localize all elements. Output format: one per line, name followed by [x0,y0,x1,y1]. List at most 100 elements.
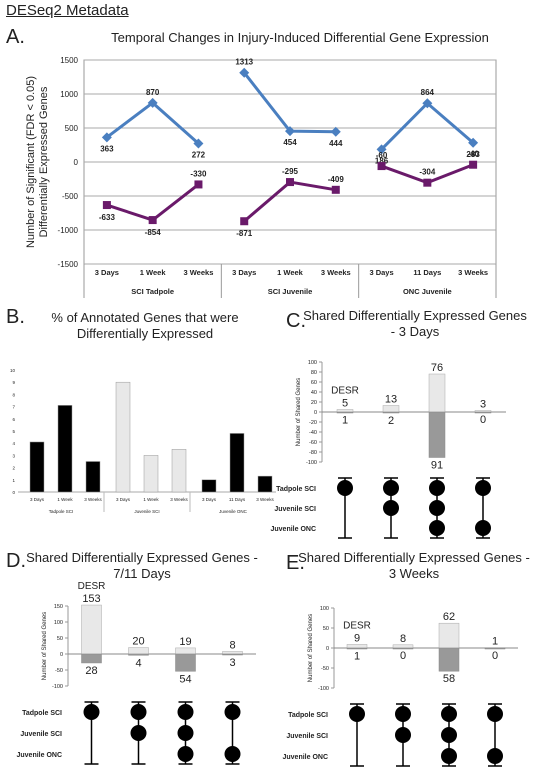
panel-d-title: Shared Differentially Expressed Genes - … [26,550,258,581]
panel-c-ytick-label: -40 [309,430,317,436]
panel-a-xtick-label: 1 Week [140,268,167,277]
panel-b-bar [57,405,73,493]
panel-a-y-axis-label: Number of Significant (FDR < 0.05) [25,76,37,248]
panel-d-bar-down [128,653,149,656]
panel-a-data-label: -854 [145,228,162,237]
panel-a-point [469,160,478,169]
panel-b-bar [29,441,45,493]
panel-a-data-label: 444 [329,139,343,148]
panel-c-down-label: 1 [342,415,348,427]
page-title: DESeq2 Metadata [6,2,129,19]
panel-c-member-dot [383,480,399,496]
panel-b-bar [257,475,273,493]
panel-e-y-axis-label: Number of Shared Genes [308,614,314,682]
panel-d-down-label: 4 [135,657,141,669]
panel-b-bar [115,381,131,493]
panel-e-member-dot [349,706,365,722]
panel-b-ytick-label: 8 [12,392,15,397]
panel-d-up-label: 8 [229,639,235,651]
panel-a-xtick-label: 3 Days [232,268,256,277]
panel-b-bar [85,461,101,493]
panel-d-ytick-label: -50 [55,668,63,674]
panel-b-ytick-label: 4 [12,441,15,446]
panel-e-bar-down [392,647,414,650]
panel-c-up-label: 3 [480,399,486,411]
panel-b-xtick-label: 1 Week [143,497,159,502]
panel-a-y-axis-label: Differentially Expressed Genes [38,86,50,237]
panel-a-data-label: 363 [100,144,114,153]
panel-c-y-axis-label: Number of Shared Genes [296,378,302,446]
panel-e-desr-label: DESR [343,620,371,631]
panel-e-up-label: 62 [443,611,455,623]
panel-e-member-dot [441,727,457,743]
panel-c-bar-up [336,409,354,413]
panel-e-bar-down [346,647,368,650]
panel-e-member-dot [441,706,457,722]
panel-a-point [194,180,203,189]
panel-b-group-label: Juvenile ONC [219,509,248,514]
panel-b-xtick-label: 3 Weeks [170,497,188,502]
panel-d-set-label: Juvenile SCI [20,731,62,738]
panel-a-data-label: -60 [376,151,388,160]
panel-a-ytick-label: -1500 [58,260,79,269]
panel-a-letter: A. [6,26,25,48]
panel-a-point [101,132,112,143]
panel-a-xtick-label: 11 Days [413,268,441,277]
panel-c-ytick-label: 80 [311,370,317,376]
panel-c-letter: C. [286,310,306,332]
panel-a-ytick-label: -1000 [58,226,79,235]
panel-c-bar-down [382,411,400,414]
panel-e-ytick-label: 50 [323,626,329,632]
panel-a-data-label: -330 [190,169,207,178]
panel-c-ytick-label: 40 [311,390,317,396]
panel-a-ytick-label: 500 [65,124,79,133]
panel-a-point [102,201,111,210]
panel-a-group-label: SCI Juvenile [268,287,313,296]
panel-d-member-dot [130,725,147,741]
panel-a-data-label: -304 [419,168,436,177]
panel-a-point [285,126,295,137]
panel-a-data-label: -295 [282,167,299,176]
panel-c-ytick-label: -20 [309,420,317,426]
panel-d-member-dot [224,746,241,762]
panel-c-title: Shared Differentially Expressed Genes - … [303,308,527,339]
panel-e-bar-down [438,647,460,672]
panel-c-bar-down [428,411,446,458]
panel-a-point [239,67,250,78]
panel-d-desr-label: DESR [78,581,106,592]
panel-d-y-axis-label: Number of Shared Genes [42,612,48,680]
panel-b-ytick-label: 6 [12,417,15,422]
panel-c-member-dot [429,500,445,516]
panel-e-bar-up [438,622,460,649]
panel-b-xtick-label: 1 Week [57,497,73,502]
panel-e-set-label: Juvenile SCI [286,733,328,740]
panel-e-up-label: 9 [354,632,360,644]
panel-d-ytick-label: 100 [54,620,63,626]
panel-b-bar [171,449,187,493]
panel-c-set-label: Tadpole SCI [276,486,316,493]
panel-d-ytick-label: 150 [54,604,63,610]
panel-a-xtick-label: 1 Week [277,268,304,277]
panel-c-up-label: 13 [385,394,397,406]
panel-d-ytick-label: -100 [52,684,63,690]
panel-d-set-label: Juvenile ONC [16,752,62,759]
panel-b-group-label: Juvenile SCI [134,509,159,514]
panel-e-bar-down [484,647,506,650]
panel-b-ytick-label: 10 [10,368,16,373]
panel-c-member-dot [337,480,353,496]
panel-a-point [376,144,387,155]
panel-b-ytick-label: 9 [12,380,15,385]
panel-c-bar-down [474,411,492,414]
panel-a-point [468,137,479,148]
panel-b-xtick-label: 3 Days [30,497,45,502]
panel-c-ytick-label: 20 [311,400,317,406]
panel-d-member-dot [177,746,194,762]
panel-d-member-dot [177,704,194,720]
panel-d-member-dot [224,704,241,720]
panel-e-member-dot [395,727,411,743]
panel-b-ytick-label: 3 [12,453,15,458]
panel-e-member-dot [487,748,503,764]
panel-b-letter: B. [6,306,25,328]
panel-a-group-label: SCI Tadpole [131,287,174,296]
panel-a-data-label: -633 [99,213,116,222]
